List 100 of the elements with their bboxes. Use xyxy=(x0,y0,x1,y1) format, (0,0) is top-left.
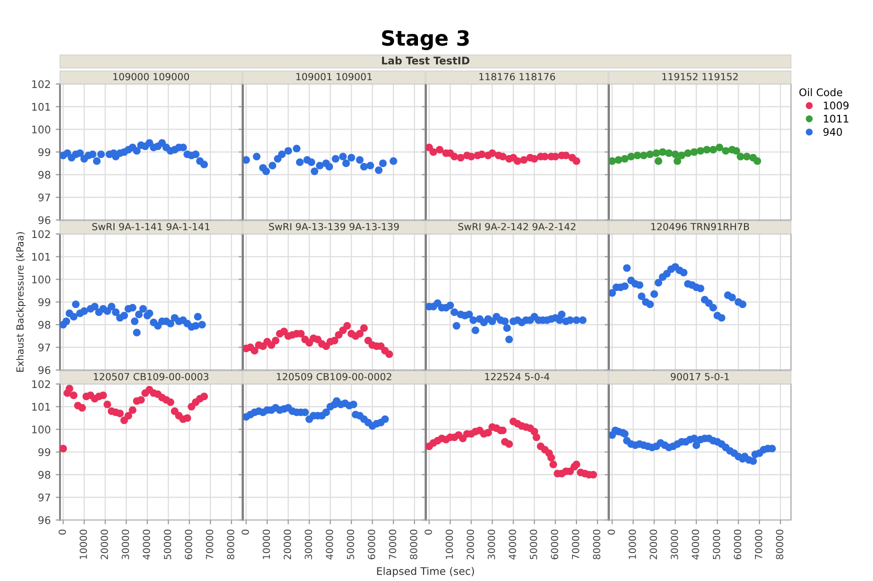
point xyxy=(627,152,635,160)
point xyxy=(484,428,492,437)
y-tick-label: 99 xyxy=(38,298,50,306)
point xyxy=(292,144,300,152)
y-tick-label: 102 xyxy=(32,80,50,88)
point xyxy=(385,350,394,358)
y-tick-label: 96 xyxy=(38,216,50,224)
point xyxy=(360,324,368,332)
point xyxy=(488,317,496,326)
y-tick-label: 98 xyxy=(38,470,50,479)
x-tick-label: 20000 xyxy=(100,530,108,560)
point xyxy=(692,441,700,450)
x-tick-label: 0 xyxy=(58,530,66,535)
point xyxy=(452,322,460,330)
point xyxy=(99,392,107,400)
chart-subtitle: 120509 CB109-00-0002 xyxy=(276,372,392,380)
x-tick-label: 60000 xyxy=(368,530,376,560)
point xyxy=(732,147,740,155)
point xyxy=(620,282,629,290)
y-tick-label: 101 xyxy=(32,402,50,411)
point xyxy=(78,404,86,412)
x-tick-label: 60000 xyxy=(184,530,192,560)
point xyxy=(749,457,757,465)
point xyxy=(674,157,682,165)
point xyxy=(120,312,128,320)
x-tick-label: 40000 xyxy=(508,530,516,560)
point xyxy=(130,317,138,326)
x-tick-label: 0 xyxy=(242,530,249,535)
point xyxy=(305,338,314,347)
point xyxy=(520,156,528,164)
point xyxy=(192,150,200,158)
y-tick-label: 99 xyxy=(38,448,50,456)
x-tick-label: 50000 xyxy=(712,530,720,560)
point xyxy=(572,460,580,468)
point xyxy=(665,149,673,157)
point xyxy=(330,336,338,344)
y-tick-label: 96 xyxy=(38,516,50,524)
point xyxy=(578,316,587,324)
point xyxy=(262,167,270,176)
x-tick-label: 50000 xyxy=(530,530,538,560)
point xyxy=(356,330,364,338)
point xyxy=(646,150,654,158)
point xyxy=(334,331,343,339)
point xyxy=(132,147,141,155)
point xyxy=(450,152,458,160)
point xyxy=(696,147,704,155)
x-tick-label: 0 xyxy=(608,530,615,535)
x-tick-label: 40000 xyxy=(692,530,700,560)
x-tick-label: 20000 xyxy=(650,530,658,560)
point xyxy=(514,157,522,165)
point xyxy=(200,160,208,168)
point xyxy=(356,156,364,164)
y-tick-label: 102 xyxy=(32,380,50,388)
point xyxy=(139,304,147,313)
point xyxy=(716,144,724,152)
point xyxy=(381,415,389,423)
point xyxy=(696,284,704,292)
x-tick-label: 30000 xyxy=(670,530,678,560)
point xyxy=(108,302,116,310)
point xyxy=(296,158,304,166)
point xyxy=(470,316,478,324)
x-tick-label: 70000 xyxy=(754,530,762,560)
point xyxy=(654,157,662,165)
point xyxy=(658,148,666,156)
point xyxy=(132,328,141,336)
point xyxy=(609,157,616,165)
legend-label: 940 xyxy=(823,128,842,136)
point xyxy=(436,146,444,154)
point xyxy=(268,162,276,170)
text: Lab Test TestID xyxy=(382,56,470,65)
x-tick-label: 80000 xyxy=(410,530,418,560)
y-tick-label: 102 xyxy=(32,230,50,238)
point xyxy=(243,156,250,164)
point xyxy=(90,302,99,310)
y-tick-label: 97 xyxy=(38,344,50,352)
point xyxy=(650,290,658,298)
x-tick-label: 80000 xyxy=(592,530,600,560)
x-tick-label: 10000 xyxy=(628,530,636,559)
point xyxy=(194,312,202,321)
point xyxy=(722,147,730,155)
point xyxy=(620,430,629,438)
point xyxy=(503,324,511,332)
y-tick-label: 98 xyxy=(38,320,50,329)
chart-subtitle: SwRI 9A-2-142 9A-2-142 xyxy=(458,222,576,230)
x-tick-label: 80000 xyxy=(776,530,784,560)
point xyxy=(124,412,132,420)
x-tick-label: 40000 xyxy=(326,530,334,560)
point xyxy=(192,322,200,330)
point xyxy=(342,160,350,168)
point xyxy=(472,326,480,334)
point xyxy=(456,154,465,162)
point xyxy=(93,157,101,165)
y-tick-label: 97 xyxy=(38,494,50,502)
point xyxy=(654,278,662,287)
point xyxy=(467,152,476,160)
point xyxy=(343,322,351,330)
point xyxy=(754,157,762,165)
point xyxy=(137,396,145,404)
point xyxy=(360,162,368,171)
point xyxy=(200,392,208,400)
